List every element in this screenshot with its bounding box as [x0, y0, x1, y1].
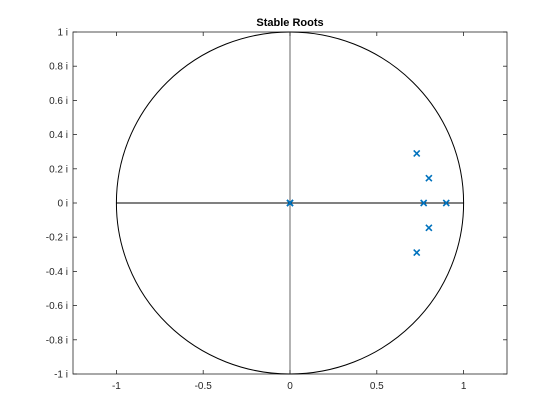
x-tick-label: 1 — [461, 381, 467, 392]
y-tick-label: 0 i — [57, 199, 68, 210]
y-tick-label: -0.6 i — [46, 301, 68, 312]
root-marker — [425, 174, 433, 182]
root-marker — [413, 149, 421, 157]
root-marker — [425, 224, 433, 232]
y-tick-label: 1 i — [57, 28, 68, 39]
root-marker — [286, 199, 294, 207]
root-markers — [286, 149, 450, 257]
y-tick-label: -0.8 i — [46, 335, 68, 346]
tick-labels-group: -1 -0.5 0 0.5 1 1 i 0.8 i 0.6 i 0.4 i 0.2 i 0 i -0.… — [46, 28, 467, 393]
y-tick-label: 0.2 i — [49, 164, 68, 175]
x-tick-label: 0 — [287, 381, 293, 392]
chart-title: Stable Roots — [256, 17, 323, 29]
ticks-group — [73, 31, 507, 375]
x-tick-label: -0.5 — [195, 381, 213, 392]
y-tick-label: -0.4 i — [46, 267, 68, 278]
y-tick-label: 0.4 i — [49, 130, 68, 141]
root-marker — [420, 199, 428, 207]
x-tick-label: 0.5 — [370, 381, 384, 392]
root-marker — [442, 199, 450, 207]
y-tick-label: -0.2 i — [46, 233, 68, 244]
x-tick-label: -1 — [112, 381, 121, 392]
root-marker — [413, 249, 421, 257]
y-tick-label: -1 i — [54, 370, 68, 381]
y-tick-label: 0.8 i — [49, 62, 68, 73]
y-tick-label: 0.6 i — [49, 96, 68, 107]
